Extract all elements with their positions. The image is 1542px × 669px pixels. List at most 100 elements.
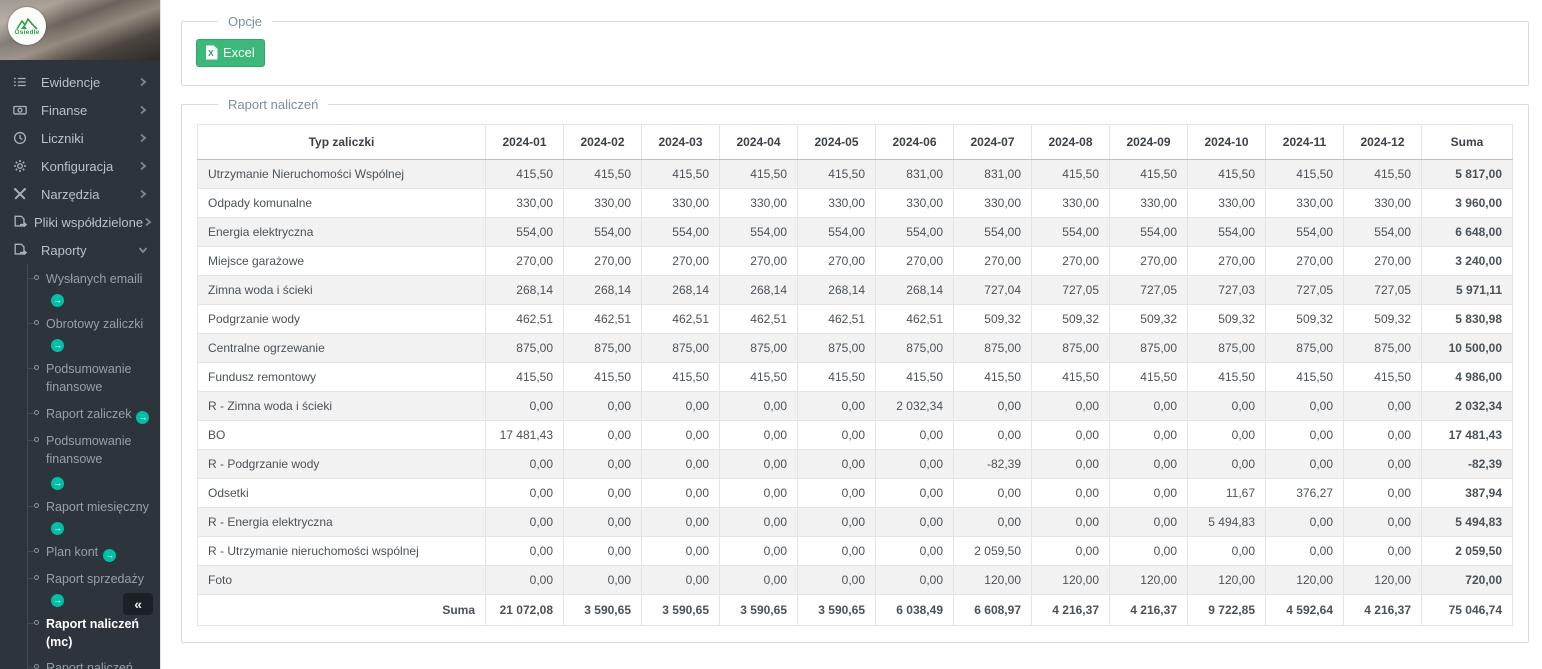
report-panel: Raport naliczeń Typ zaliczki 2024-01 2024-… xyxy=(181,97,1529,643)
sidebar-item-finanse[interactable]: Finanse xyxy=(0,96,160,124)
file-export-icon xyxy=(13,243,34,257)
excel-export-button[interactable]: X Excel xyxy=(196,39,265,67)
options-panel: Opcje X Excel xyxy=(181,14,1529,86)
table-cell: 0,00 xyxy=(1031,536,1110,566)
sidebar-subitem-raport-sprzeda-y[interactable]: Raport sprzedaży→ xyxy=(0,566,160,611)
column-header-2024-04: 2024-04 xyxy=(719,124,798,160)
table-cell: 0,00 xyxy=(1109,420,1188,450)
sidebar-subitem-raport-nalicze-typ[interactable]: Raport naliczeń (typ) xyxy=(0,655,160,669)
row-sum-cell: 720,00 xyxy=(1421,565,1513,595)
options-panel-legend: Opcje xyxy=(228,14,262,29)
table-cell: 270,00 xyxy=(1343,246,1422,276)
table-cell: 268,14 xyxy=(719,275,798,305)
sidebar-subitem-label: Podsumowanie finansowe → xyxy=(46,433,132,490)
sidebar-subitem-raport-zaliczek[interactable]: Raport zaliczek → xyxy=(0,401,160,428)
table-cell: 0,00 xyxy=(641,565,720,595)
table-cell: 270,00 xyxy=(1031,246,1110,276)
chevron-right-icon xyxy=(138,161,148,171)
table-cell: 270,00 xyxy=(1265,246,1344,276)
bullet-icon xyxy=(34,502,39,508)
table-cell: 0,00 xyxy=(1187,449,1266,479)
table-cell: 0,00 xyxy=(641,536,720,566)
gear-icon xyxy=(13,159,34,173)
footer-total-cell: 9 722,85 xyxy=(1187,594,1266,626)
sidebar-subitem-podsumowanie-finansowe[interactable]: Podsumowanie finansowe xyxy=(0,356,160,400)
sidebar-item-ewidencje[interactable]: Ewidencje xyxy=(0,68,160,96)
table-cell: 120,00 xyxy=(1343,565,1422,595)
sidebar-subitem-podsumowanie-finansowe-2[interactable]: Podsumowanie finansowe → xyxy=(0,428,160,494)
row-sum-cell: 6 648,00 xyxy=(1421,217,1513,247)
sidebar-subitem-label: Podsumowanie finansowe xyxy=(46,362,132,395)
table-cell: 0,00 xyxy=(1265,420,1344,450)
table-cell: 415,50 xyxy=(485,159,564,189)
sidebar-item-label: Pliki współdzielone xyxy=(34,214,144,230)
table-cell: 509,32 xyxy=(1187,304,1266,334)
bullet-icon xyxy=(34,365,39,371)
table-row-podgrzanie-wody: Podgrzanie wody 462,51 462,51 462,51 462,51 4… xyxy=(197,304,1513,334)
footer-total-cell: 4 592,64 xyxy=(1265,594,1344,626)
table-cell: 330,00 xyxy=(1187,188,1266,218)
table-cell: 0,00 xyxy=(719,420,798,450)
table-cell: 270,00 xyxy=(641,246,720,276)
sidebar-item-konfiguracja[interactable]: Konfiguracja xyxy=(0,152,160,180)
table-cell: 509,32 xyxy=(1265,304,1344,334)
column-header-2024-10: 2024-10 xyxy=(1187,124,1266,160)
table-cell: 330,00 xyxy=(1109,188,1188,218)
app-logo[interactable]: Osiedle xyxy=(8,7,46,45)
table-header-row: Typ zaliczki 2024-01 2024-02 2024-03 2024-04… xyxy=(197,124,1513,160)
table-cell: 330,00 xyxy=(797,188,876,218)
table-cell: 0,00 xyxy=(719,391,798,421)
sidebar-subitem-obrotowy-zaliczki[interactable]: Obrotowy zaliczki→ xyxy=(0,311,160,356)
table-cell: 0,00 xyxy=(875,536,954,566)
table-cell: 509,32 xyxy=(1343,304,1422,334)
arrow-right-badge-icon: → xyxy=(51,521,64,535)
table-cell: 0,00 xyxy=(875,420,954,450)
sidebar-item-pliki-wsp-dzielone[interactable]: Pliki współdzielone xyxy=(0,208,160,236)
table-cell: 462,51 xyxy=(563,304,642,334)
footer-total-cell: 3 590,65 xyxy=(563,594,642,626)
table-cell: 120,00 xyxy=(1265,565,1344,595)
table-cell: 415,50 xyxy=(1187,362,1266,392)
table-cell: 415,50 xyxy=(1031,159,1110,189)
sidebar-item-label: Liczniki xyxy=(41,130,84,146)
row-label: R - Energia elektryczna xyxy=(197,507,486,537)
table-cell: 120,00 xyxy=(953,565,1032,595)
table-row-foto: Foto 0,00 0,00 0,00 0,00 0,00 0,00 120,00 120,00… xyxy=(197,565,1513,595)
sidebar-subitem-raport-miesi-czny[interactable]: Raport miesięczny→ xyxy=(0,494,160,539)
footer-total-cell: 6 038,49 xyxy=(875,594,954,626)
sidebar-item-liczniki[interactable]: Liczniki xyxy=(0,124,160,152)
table-cell: 415,50 xyxy=(485,362,564,392)
list-icon xyxy=(13,75,34,89)
sidebar-header-photo: Osiedle xyxy=(0,0,160,60)
table-cell: 0,00 xyxy=(563,507,642,537)
footer-label: Suma xyxy=(197,594,486,626)
sidebar-subitem-raport-nalicze-mc[interactable]: Raport naliczeń (mc) xyxy=(0,611,160,655)
table-cell: 0,00 xyxy=(797,536,876,566)
row-sum-cell: 5 817,00 xyxy=(1421,159,1513,189)
table-cell: 17 481,43 xyxy=(485,420,564,450)
footer-total-cell: 3 590,65 xyxy=(797,594,876,626)
table-cell: 554,00 xyxy=(563,217,642,247)
table-cell: 415,50 xyxy=(1265,159,1344,189)
sidebar-item-raporty[interactable]: Raporty xyxy=(0,236,160,264)
table-cell: 0,00 xyxy=(1187,391,1266,421)
table-cell: 554,00 xyxy=(1265,217,1344,247)
sidebar-subitem-plan-kont[interactable]: Plan kont → xyxy=(0,539,160,566)
table-cell: 0,00 xyxy=(719,478,798,508)
table-cell: 0,00 xyxy=(563,420,642,450)
sidebar-subitem-wys-anych-emaili[interactable]: Wysłanych emaili→ xyxy=(0,266,160,311)
bullet-icon xyxy=(34,620,39,625)
table-cell: 0,00 xyxy=(641,449,720,479)
sidebar-collapse-button[interactable]: « xyxy=(123,593,153,615)
table-cell: 0,00 xyxy=(875,507,954,537)
table-cell: 0,00 xyxy=(875,449,954,479)
footer-total-cell: 4 216,37 xyxy=(1031,594,1110,626)
sidebar-item-narz-dzia[interactable]: Narzędzia xyxy=(0,180,160,208)
table-cell: 0,00 xyxy=(641,507,720,537)
table-cell: 330,00 xyxy=(485,188,564,218)
table-cell: 875,00 xyxy=(953,333,1032,363)
table-cell: 554,00 xyxy=(485,217,564,247)
table-cell: 268,14 xyxy=(485,275,564,305)
column-header-2024-12: 2024-12 xyxy=(1343,124,1422,160)
table-cell: 509,32 xyxy=(953,304,1032,334)
